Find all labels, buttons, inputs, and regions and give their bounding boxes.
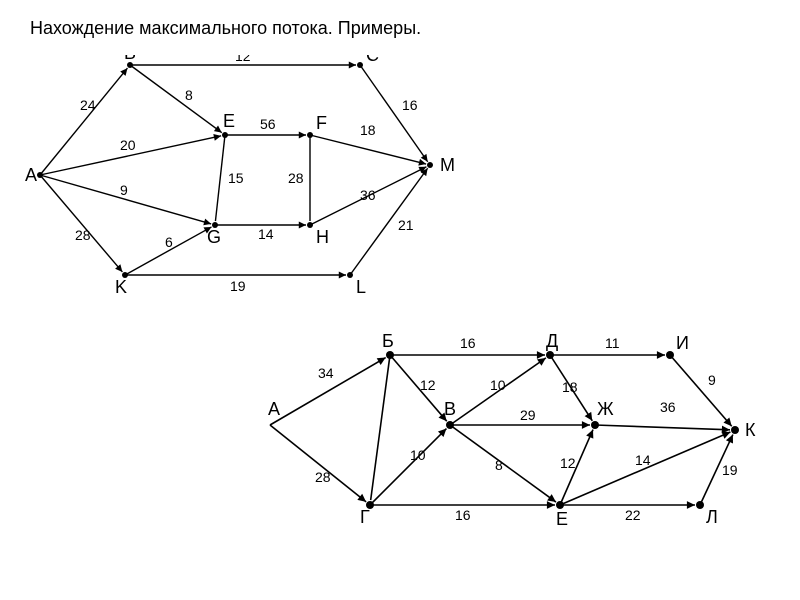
edge-arrow (547, 494, 556, 502)
edge-weight: 6 (165, 234, 173, 250)
edge-weight: 16 (402, 97, 418, 113)
edge-weight: 28 (288, 170, 304, 186)
edge-E-G (215, 135, 225, 221)
edge-weight: 22 (625, 507, 641, 523)
edge-weight: 15 (228, 170, 244, 186)
node-M (427, 162, 433, 168)
node-label-А: А (268, 399, 280, 419)
edge-weight: 20 (120, 137, 136, 153)
edge-L-M (350, 168, 428, 275)
page-title: Нахождение максимального потока. Примеры… (30, 18, 421, 39)
node-label-Ж: Ж (597, 399, 614, 419)
edge-weight: 8 (495, 457, 503, 473)
node-Ж (591, 421, 599, 429)
edge-weight: 21 (398, 217, 414, 233)
edge-weight: 24 (80, 97, 96, 113)
node-A (37, 172, 43, 178)
edge-arrow (299, 132, 306, 139)
node-label-Д: Д (546, 331, 558, 351)
edge-arrow (657, 351, 665, 359)
edge-weight: 8 (185, 87, 193, 103)
graph-2: 34 28 16 12 10 29 8 10 16 11 18 12 14 22 36 9 19 А Б В Г Д Е Ж И… (260, 330, 760, 540)
node-label-Л: Л (706, 507, 718, 527)
edge-weight: 36 (660, 399, 676, 415)
node-label-C: C (366, 55, 379, 65)
node-Д (546, 351, 554, 359)
node-label-К: К (745, 420, 756, 440)
node-L (347, 272, 353, 278)
edge-arrow (214, 126, 222, 133)
edge-weight: 10 (410, 447, 426, 463)
node-Л (696, 501, 704, 509)
node-label-И: И (676, 333, 689, 353)
node-label-B: B (124, 55, 136, 63)
node-F (307, 132, 313, 138)
node-label-A: A (25, 165, 37, 185)
edge-weight: 11 (605, 335, 620, 351)
node-H (307, 222, 313, 228)
node-В (446, 421, 454, 429)
node-label-L: L (356, 277, 366, 297)
edge-weight: 28 (75, 227, 91, 243)
edge-А-Г (270, 425, 366, 502)
edge-C-M (360, 65, 428, 162)
edge-weight: 14 (258, 226, 274, 242)
graph-1: 24 20 9 28 12 8 56 15 28 14 6 19 16 18 36 21 A B C E F G H K L M (20, 55, 460, 305)
edge-weight: 9 (708, 372, 716, 388)
edge-weight: 56 (260, 116, 276, 132)
edge-F-M (310, 135, 426, 164)
edge-arrow (582, 421, 590, 429)
edge-weight: 19 (230, 278, 246, 294)
edge-A-K (40, 175, 122, 272)
edge-weight: 18 (562, 379, 578, 395)
edge-arrow (537, 351, 545, 359)
node-E (222, 132, 228, 138)
node-К (731, 426, 739, 434)
edge-weight: 18 (360, 122, 376, 138)
edge-weight: 29 (520, 407, 536, 423)
edge-weight: 10 (490, 377, 506, 393)
edge-Б-В (390, 355, 447, 421)
edge-Г-В (370, 429, 446, 505)
node-label-В: В (444, 399, 456, 419)
edge-arrow (547, 501, 555, 509)
node-Е (556, 501, 564, 509)
node-label-F: F (316, 113, 327, 133)
edge-weight: 19 (722, 462, 738, 478)
edge-И-К (670, 355, 732, 426)
node-label-M: M (440, 155, 455, 175)
edge-В-Е (450, 425, 556, 502)
node-label-K: K (115, 277, 127, 297)
edge-Б-Г (371, 355, 390, 500)
edge-weight: 16 (460, 335, 476, 351)
node-label-Б: Б (382, 331, 394, 351)
edge-arrow (349, 62, 356, 69)
edge-weight: 34 (318, 365, 334, 381)
node-label-H: H (316, 227, 329, 247)
edge-weight: 28 (315, 469, 331, 485)
node-label-Е: Е (556, 509, 568, 529)
edge-weight: 14 (635, 452, 651, 468)
edge-arrow (339, 272, 346, 279)
node-label-G: G (207, 227, 221, 247)
edge-B-E (130, 65, 222, 133)
edge-arrow (585, 412, 593, 421)
edge-weight: 16 (455, 507, 471, 523)
node-Б (386, 351, 394, 359)
edge-weight: 12 (420, 377, 436, 393)
edge-arrow (213, 134, 221, 141)
node-label-E: E (223, 111, 235, 131)
node-label-Г: Г (360, 507, 370, 527)
node-C (357, 62, 363, 68)
edge-weight: 12 (235, 55, 251, 64)
edge-arrow (537, 358, 546, 366)
edge-Ж-К (595, 425, 730, 430)
edge-arrow (687, 501, 695, 509)
edge-weight: 12 (560, 455, 576, 471)
edge-weight: 9 (120, 182, 128, 198)
edge-arrow (299, 222, 306, 229)
edge-weight: 36 (360, 187, 376, 203)
node-И (666, 351, 674, 359)
